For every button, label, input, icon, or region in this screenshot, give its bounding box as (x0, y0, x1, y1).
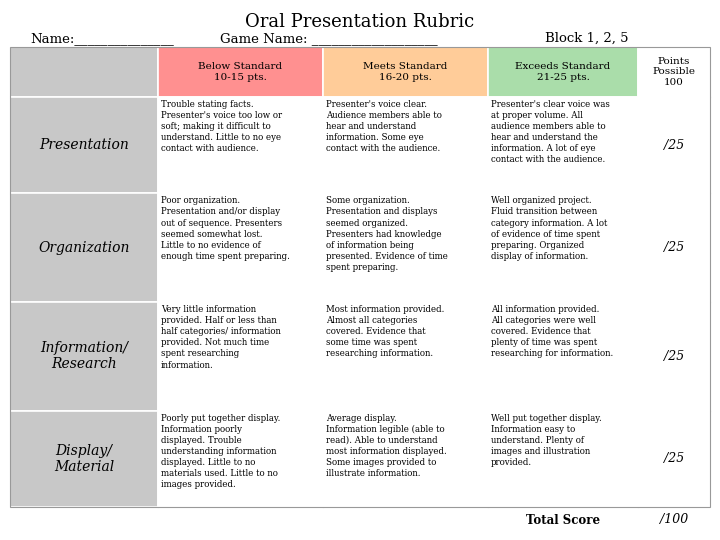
Text: All information provided.
All categories were well
covered. Evidence that
plenty: All information provided. All categories… (491, 305, 613, 359)
Bar (488, 302, 638, 410)
Text: /100: /100 (660, 514, 688, 526)
Bar (158, 97, 323, 193)
Bar (10, 47, 710, 507)
Text: Display/
Material: Display/ Material (54, 444, 114, 474)
Text: /25: /25 (664, 241, 684, 254)
Text: Meets Standard
16-20 pts.: Meets Standard 16-20 pts. (364, 62, 448, 82)
Bar (323, 302, 488, 410)
Bar (638, 302, 710, 410)
Bar (10, 302, 158, 410)
Text: /25: /25 (664, 350, 684, 363)
Text: /25: /25 (664, 453, 684, 465)
Text: Average display.
Information legible (able to
read). Able to understand
most inf: Average display. Information legible (ab… (326, 414, 446, 478)
Bar (323, 193, 488, 302)
Text: Below Standard
10-15 pts.: Below Standard 10-15 pts. (199, 62, 282, 82)
Text: Block 1, 2, 5: Block 1, 2, 5 (545, 32, 629, 45)
Bar (158, 410, 323, 507)
Text: Very little information
provided. Half or less than
half categories/ information: Very little information provided. Half o… (161, 305, 281, 369)
Text: Oral Presentation Rubric: Oral Presentation Rubric (246, 13, 474, 31)
Text: Most information provided.
Almost all categories
covered. Evidence that
some tim: Most information provided. Almost all ca… (326, 305, 444, 359)
Text: Well put together display.
Information easy to
understand. Plenty of
images and : Well put together display. Information e… (491, 414, 602, 467)
Bar (158, 47, 323, 97)
Text: Exceeds Standard
21-25 pts.: Exceeds Standard 21-25 pts. (516, 62, 611, 82)
Bar (488, 410, 638, 507)
Text: Poorly put together display.
Information poorly
displayed. Trouble
understanding: Poorly put together display. Information… (161, 414, 280, 489)
Text: /25: /25 (664, 139, 684, 152)
Bar (10, 47, 158, 97)
Text: Poor organization.
Presentation and/or display
out of sequence. Presenters
seeme: Poor organization. Presentation and/or d… (161, 197, 290, 261)
Bar (323, 410, 488, 507)
Bar (488, 47, 638, 97)
Text: Well organized project.
Fluid transition between
category information. A lot
of : Well organized project. Fluid transition… (491, 197, 608, 261)
Text: Total Score: Total Score (526, 514, 600, 526)
Text: Some organization.
Presentation and displays
seemed organized.
Presenters had kn: Some organization. Presentation and disp… (326, 197, 448, 272)
Text: Presenter's voice clear.
Audience members able to
hear and understand
informatio: Presenter's voice clear. Audience member… (326, 100, 442, 153)
Text: Information/
Research: Information/ Research (40, 341, 128, 372)
Bar (158, 302, 323, 410)
Text: Presenter's clear voice was
at proper volume. All
audience members able to
hear : Presenter's clear voice was at proper vo… (491, 100, 610, 165)
Bar (638, 193, 710, 302)
Bar (158, 193, 323, 302)
Bar (10, 193, 158, 302)
Bar (638, 410, 710, 507)
Bar (638, 97, 710, 193)
Text: Game Name: ___________________: Game Name: ___________________ (220, 32, 438, 45)
Bar (488, 193, 638, 302)
Text: Name:_______________: Name:_______________ (30, 32, 174, 45)
Bar (323, 47, 488, 97)
Bar (323, 97, 488, 193)
Bar (488, 97, 638, 193)
Text: Points
Possible
100: Points Possible 100 (652, 57, 696, 87)
Text: Organization: Organization (38, 241, 130, 255)
Bar (10, 97, 158, 193)
Text: Presentation: Presentation (39, 138, 129, 152)
Bar (638, 47, 710, 97)
Text: Trouble stating facts.
Presenter's voice too low or
soft; making it difficult to: Trouble stating facts. Presenter's voice… (161, 100, 282, 153)
Bar (10, 410, 158, 507)
